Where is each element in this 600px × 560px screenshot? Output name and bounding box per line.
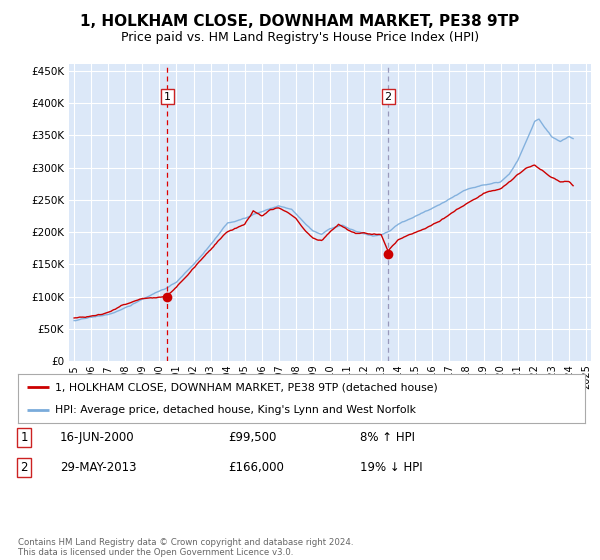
- Text: 16-JUN-2000: 16-JUN-2000: [60, 431, 134, 445]
- Text: 29-MAY-2013: 29-MAY-2013: [60, 461, 137, 474]
- Text: 2: 2: [20, 461, 28, 474]
- Text: 1: 1: [164, 92, 171, 102]
- Text: £166,000: £166,000: [228, 461, 284, 474]
- Text: 1, HOLKHAM CLOSE, DOWNHAM MARKET, PE38 9TP: 1, HOLKHAM CLOSE, DOWNHAM MARKET, PE38 9…: [80, 14, 520, 29]
- Text: 8% ↑ HPI: 8% ↑ HPI: [360, 431, 415, 445]
- Text: Contains HM Land Registry data © Crown copyright and database right 2024.
This d: Contains HM Land Registry data © Crown c…: [18, 538, 353, 557]
- Text: 1, HOLKHAM CLOSE, DOWNHAM MARKET, PE38 9TP (detached house): 1, HOLKHAM CLOSE, DOWNHAM MARKET, PE38 9…: [55, 382, 437, 393]
- Text: 1: 1: [20, 431, 28, 445]
- Text: 19% ↓ HPI: 19% ↓ HPI: [360, 461, 422, 474]
- Text: Price paid vs. HM Land Registry's House Price Index (HPI): Price paid vs. HM Land Registry's House …: [121, 31, 479, 44]
- Text: 2: 2: [385, 92, 392, 102]
- Text: £99,500: £99,500: [228, 431, 277, 445]
- Text: HPI: Average price, detached house, King's Lynn and West Norfolk: HPI: Average price, detached house, King…: [55, 405, 416, 416]
